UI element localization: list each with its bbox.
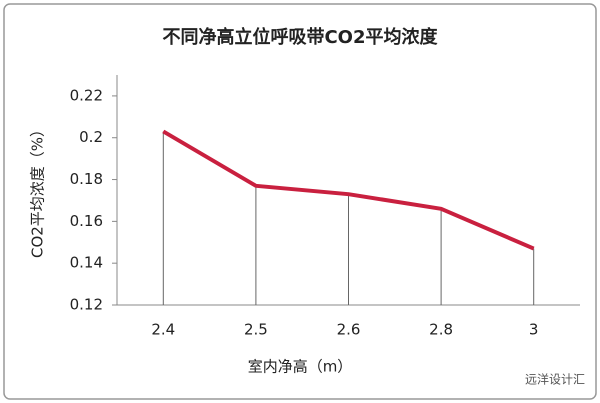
y-tick-label: 0.16 (70, 212, 103, 230)
x-tick-label: 2.8 (429, 321, 453, 339)
chart-border (3, 3, 597, 400)
x-tick-label: 2.6 (337, 321, 361, 339)
y-tick-label: 0.18 (70, 170, 103, 188)
y-axis-label: CO2平均浓度（%） (29, 122, 47, 258)
y-tick-label: 0.2 (79, 128, 103, 146)
y-tick-label: 0.22 (70, 86, 103, 104)
y-tick-label: 0.14 (70, 254, 103, 272)
y-tick-label: 0.12 (70, 296, 103, 314)
chart-title: 不同净高立位呼吸带CO2平均浓度 (162, 26, 438, 48)
x-tick-label: 2.5 (244, 321, 268, 339)
data-line (162, 129, 535, 251)
x-tick-label: 3 (529, 321, 539, 339)
watermark: 远洋设计汇 (525, 372, 585, 387)
x-tick-label: 2.4 (151, 321, 175, 339)
x-axis-label: 室内净高（m） (248, 358, 353, 376)
